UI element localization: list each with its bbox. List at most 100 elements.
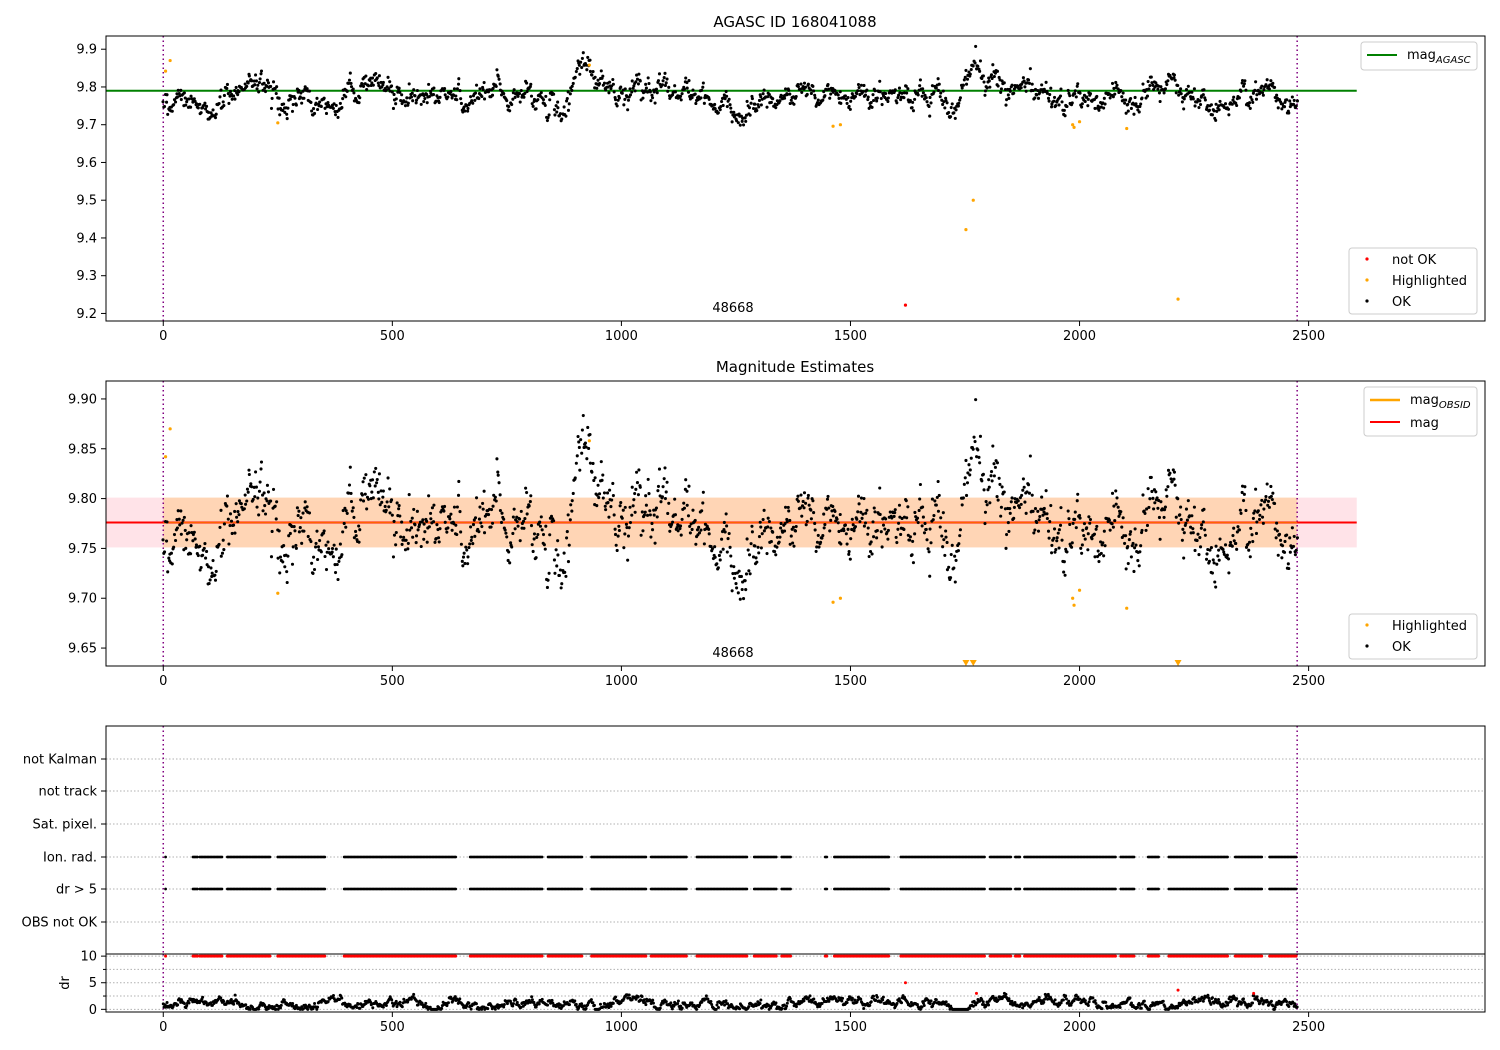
agasc-ok-point xyxy=(664,81,668,85)
estimates-ok-point xyxy=(323,554,327,559)
agasc-ok-point xyxy=(495,68,499,72)
estimates-ok-point xyxy=(626,534,631,538)
agasc-ok-point xyxy=(598,82,602,86)
agasc-ok-point xyxy=(1242,84,1246,88)
estimates-ok-point xyxy=(902,527,906,531)
agasc-ok-point xyxy=(502,92,506,96)
estimates-ok-point xyxy=(261,509,265,513)
estimates-ok-point xyxy=(429,511,433,515)
estimates-ok-point xyxy=(257,489,262,493)
estimates-ok-point xyxy=(899,532,903,537)
agasc-ok-point xyxy=(172,103,176,107)
estimates-ok-point xyxy=(1010,496,1014,500)
agasc-ok-point xyxy=(925,100,929,104)
estimates-ok-point xyxy=(926,547,930,551)
agasc-ok-point xyxy=(237,90,241,94)
agasc-ok-point xyxy=(902,96,906,100)
estimates-ok-point xyxy=(623,532,627,536)
agasc-ok-point xyxy=(859,83,863,87)
agasc-ok-point xyxy=(1022,79,1026,83)
estimates-ok-point xyxy=(652,513,656,517)
agasc-ok-point xyxy=(725,105,729,109)
estimates-ok-point xyxy=(402,535,406,539)
agasc-ok-point xyxy=(364,74,368,78)
agasc-ok-point xyxy=(391,106,396,111)
estimates-ok-point xyxy=(756,545,760,549)
estimates-ok-point xyxy=(1164,488,1168,492)
flag-point xyxy=(1294,887,1298,891)
estimates-ok-point xyxy=(349,491,353,495)
agasc-ok-point xyxy=(534,107,538,111)
estimates-ok-point xyxy=(649,535,653,539)
estimates-ok-point xyxy=(398,514,402,518)
estimates-ok-point xyxy=(1080,551,1084,555)
agasc-ok-point xyxy=(455,87,459,91)
agasc-ok-point xyxy=(895,101,899,105)
estimates-ok-point xyxy=(812,511,816,515)
estimates-ok-point xyxy=(364,473,368,477)
flag-point xyxy=(887,855,891,859)
estimates-ok-point xyxy=(1124,534,1128,538)
agasc-ok-point xyxy=(1242,82,1246,86)
estimates-ok-point xyxy=(725,550,729,554)
agasc-ok-point xyxy=(604,88,608,92)
estimates-ok-point xyxy=(953,580,957,584)
estimates-ok-point xyxy=(905,516,909,520)
estimates-ok-point xyxy=(1138,550,1142,554)
agasc-ok-point xyxy=(721,103,725,107)
estimates-ok-point xyxy=(653,541,657,545)
estimates-ok-point xyxy=(796,494,800,498)
estimates-ok-point xyxy=(1127,538,1131,542)
estimates-ok-point xyxy=(569,503,573,507)
agasc-ok-point xyxy=(277,96,281,100)
agasc-ok-point xyxy=(993,71,997,75)
estimates-ok-point xyxy=(1023,500,1027,504)
estimates-ok-point xyxy=(519,509,523,513)
agasc-ok-point xyxy=(987,79,991,83)
dr-point xyxy=(458,997,462,1001)
estimates-ok-point xyxy=(729,554,733,558)
agasc-ok-point xyxy=(601,74,605,78)
estimates-ok-point xyxy=(924,527,928,531)
estimates-ok-point xyxy=(259,467,263,471)
estimates-ok-point xyxy=(558,568,562,572)
flag-point xyxy=(983,855,986,859)
agasc-ok-point xyxy=(511,97,515,101)
estimates-ok-point xyxy=(999,505,1003,509)
estimates-ok-point xyxy=(1082,522,1087,526)
estimates-ok-point xyxy=(875,529,879,533)
estimates-ok-point xyxy=(1229,540,1233,545)
estimates-ok-point xyxy=(1208,548,1212,552)
estimates-ok-point xyxy=(1139,544,1143,548)
agasc-ok-point xyxy=(623,87,627,91)
estimates-ok-point xyxy=(385,500,389,504)
estimates-ok-point xyxy=(619,501,623,505)
estimates-ok-point xyxy=(778,535,782,539)
agasc-ok-point xyxy=(256,83,260,87)
agasc-ok-point xyxy=(999,87,1003,91)
estimates-ok-point xyxy=(455,532,459,537)
estimates-ok-point xyxy=(380,500,384,504)
agasc-ok-point xyxy=(187,97,191,101)
dr-point xyxy=(400,1005,404,1009)
agasc-ok-point xyxy=(392,92,396,97)
estimates-ok-point xyxy=(473,516,478,520)
estimates-ok-point xyxy=(499,520,504,524)
estimates-ok-point xyxy=(464,545,468,549)
agasc-ok-point xyxy=(556,106,560,110)
agasc-ok-point xyxy=(427,82,431,86)
estimates-ok-point xyxy=(842,529,846,533)
agasc-ok-point xyxy=(558,112,562,116)
estimates-ok-point xyxy=(1260,515,1265,519)
agasc-ok-point xyxy=(983,89,988,93)
estimates-ok-point xyxy=(1292,534,1296,538)
estimates-ok-point xyxy=(748,572,752,576)
estimates-ok-point xyxy=(744,572,749,576)
estimates-ok-point xyxy=(362,476,366,480)
estimates-ok-point xyxy=(208,578,212,582)
estimates-highlighted-point xyxy=(1072,603,1076,607)
agasc-ok-point xyxy=(725,94,729,98)
estimates-ok-point xyxy=(765,551,769,556)
agasc-ok-point xyxy=(1173,78,1177,82)
agasc-ok-point xyxy=(648,90,652,94)
